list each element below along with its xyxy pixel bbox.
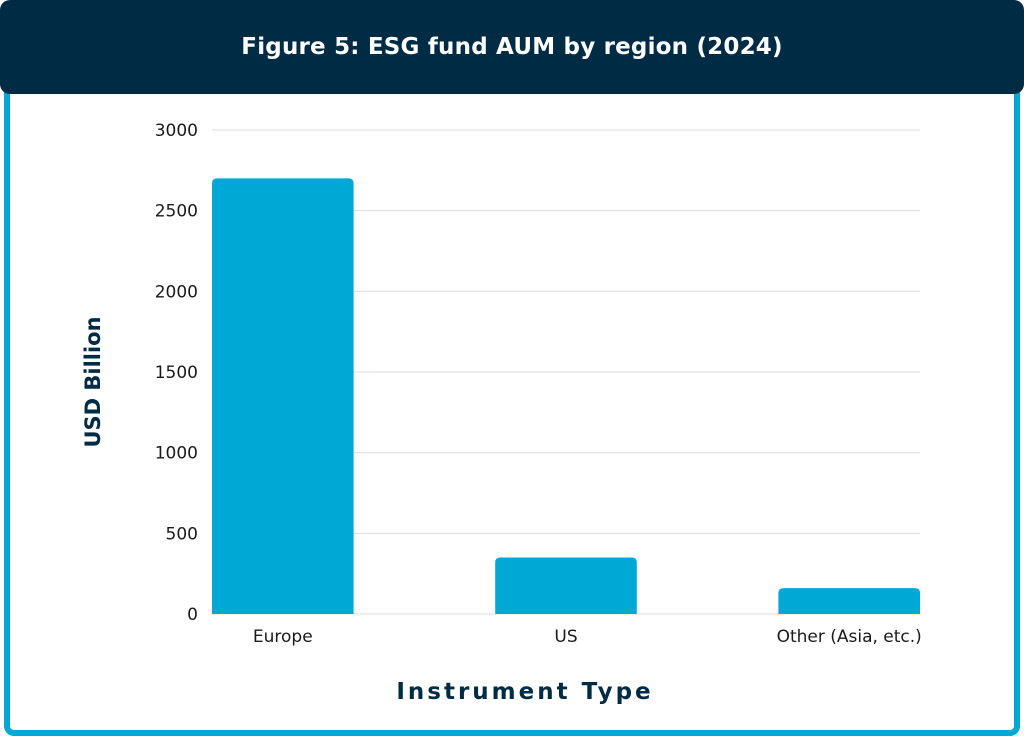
chart-card: [4, 60, 1020, 736]
chart-title: Figure 5: ESG fund AUM by region (2024): [241, 34, 783, 60]
x-tick-labels: Europe US Other (Asia, etc.): [253, 627, 922, 647]
x-axis-title: Instrument Type: [396, 679, 653, 705]
x-tick-label: US: [554, 627, 577, 647]
y-tick-label: 1000: [155, 444, 198, 464]
bar-europe: [212, 178, 354, 614]
y-tick-label: 2000: [155, 282, 198, 302]
y-tick-label: 2500: [155, 202, 198, 222]
y-axis-title: USD Billion: [81, 316, 105, 447]
title-bar: Figure 5: ESG fund AUM by region (2024): [0, 0, 1024, 94]
bar-us: [495, 557, 637, 614]
x-tick-label: Europe: [253, 627, 313, 647]
x-tick-label: Other (Asia, etc.): [777, 627, 922, 647]
y-tick-label: 0: [187, 605, 198, 625]
bars: [212, 178, 920, 614]
y-tick-label: 500: [166, 524, 198, 544]
bar-other-asia-etc: [778, 588, 920, 614]
y-tick-label: 3000: [155, 121, 198, 141]
y-tick-label: 1500: [155, 363, 198, 383]
y-tick-labels: 0 500 1000 1500 2000 2500 3000: [155, 121, 198, 625]
